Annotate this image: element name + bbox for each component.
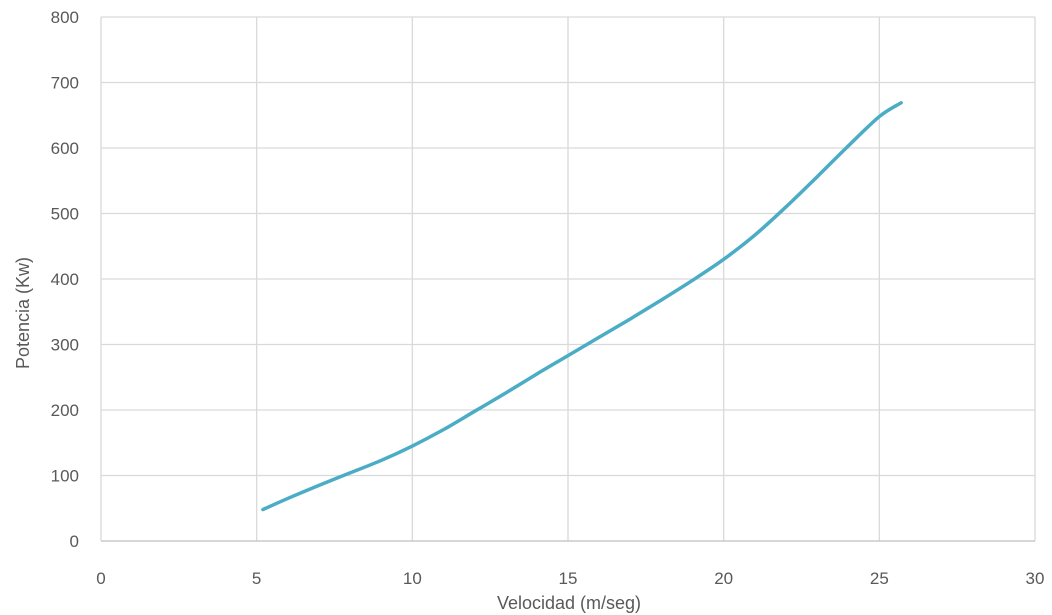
series-line [261,101,903,512]
series-layer [261,101,903,512]
y-axis-title: Potencia (Kw) [13,257,33,369]
x-tick-label: 5 [252,569,261,588]
y-tick-label: 800 [51,8,79,27]
y-tick-label: 0 [70,532,79,551]
y-tick-label: 700 [51,74,79,93]
y-tick-label: 300 [51,336,79,355]
y-tick-label: 600 [51,139,79,158]
x-tick-label: 0 [96,569,105,588]
x-tick-label: 10 [403,569,422,588]
x-axis-title: Velocidad (m/seg) [497,593,641,613]
x-tick-label: 30 [1026,569,1045,588]
y-tick-label: 400 [51,270,79,289]
x-tick-label: 20 [714,569,733,588]
x-tick-label: 25 [870,569,889,588]
grid-lines [101,16,1036,541]
tick-labels: 0 100 200 300 400 500 600 700 800 0 5 10 15 20 25 30 [51,8,1045,588]
y-tick-label: 200 [51,401,79,420]
x-tick-label: 15 [559,569,578,588]
axes [100,17,1035,542]
y-tick-label: 100 [51,467,79,486]
y-tick-label: 500 [51,205,79,224]
